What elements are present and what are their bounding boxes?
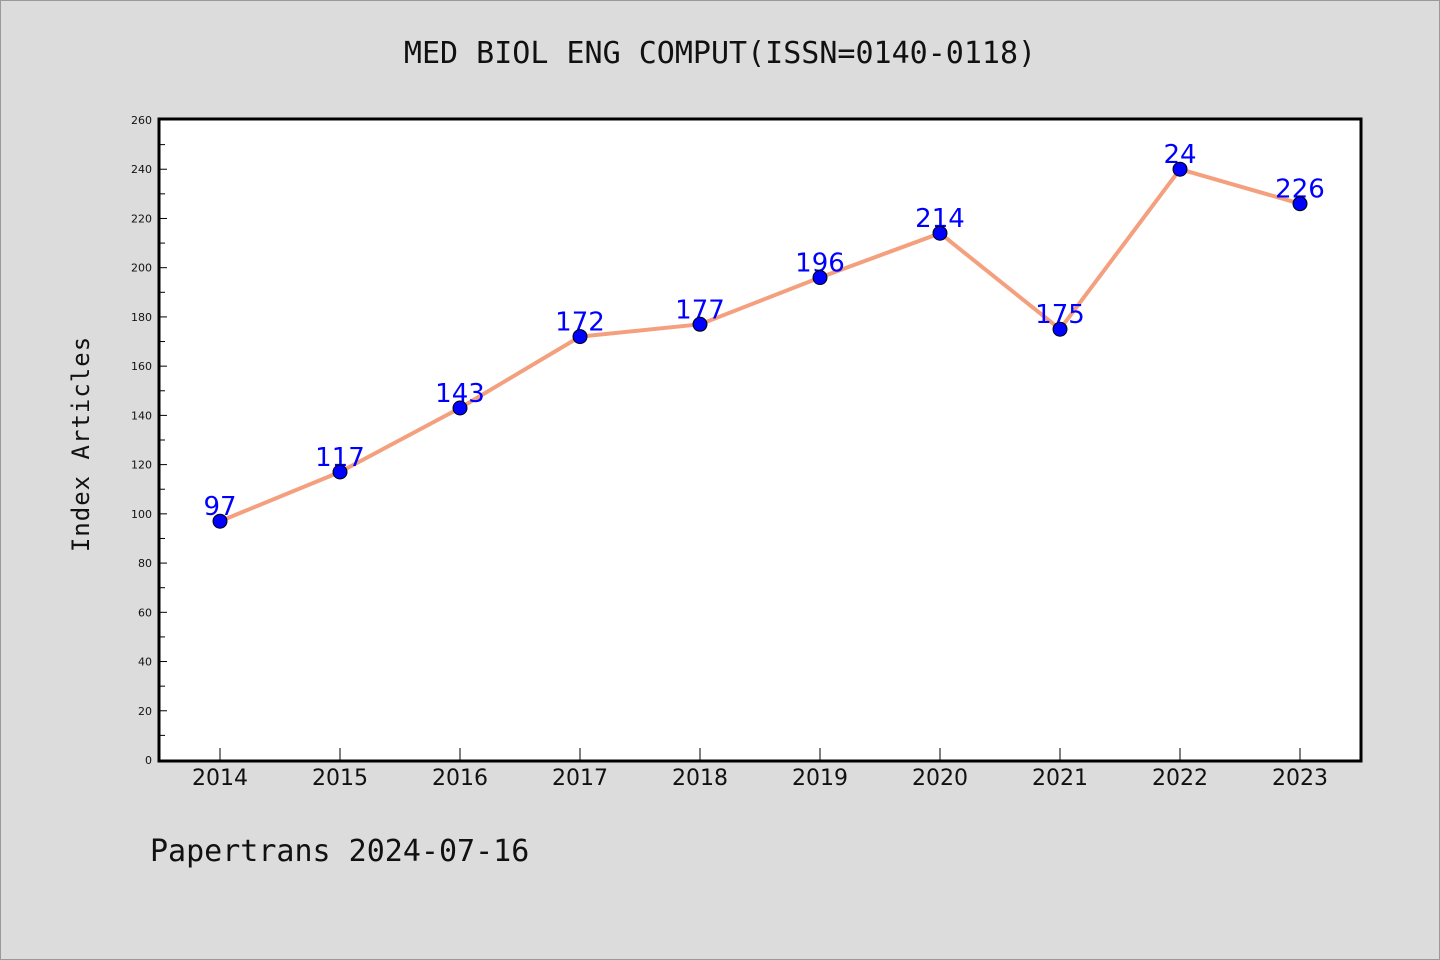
x-tick-label: 2022 — [1152, 766, 1208, 791]
footer-stamp: Papertrans 2024-07-16 — [150, 834, 530, 869]
y-axis: 0 20 40 60 80 100 120 140 160 180 200 220 240 260 — [131, 114, 167, 767]
y-tick-label: 120 — [131, 459, 152, 472]
y-tick-label: 20 — [138, 705, 152, 718]
y-tick-label: 240 — [131, 163, 152, 176]
data-point — [332, 464, 348, 480]
x-tick-label: 2015 — [312, 766, 368, 791]
data-point — [932, 225, 948, 241]
x-tick-label: 2020 — [912, 766, 968, 791]
x-tick-label: 2017 — [552, 766, 608, 791]
series-line — [219, 167, 1301, 524]
y-axis-label: Index Articles — [67, 336, 95, 552]
data-point — [452, 400, 468, 416]
plot-area — [157, 117, 1363, 763]
y-tick-label: 220 — [131, 212, 152, 225]
data-point — [1172, 161, 1188, 177]
y-tick-label: 100 — [131, 508, 152, 521]
y-tick-label: 0 — [145, 754, 152, 767]
y-tick-label: 260 — [131, 114, 152, 127]
data-point — [1052, 321, 1068, 337]
x-tick-label: 2021 — [1032, 766, 1088, 791]
y-tick-label: 200 — [131, 262, 152, 275]
x-tick-label: 2014 — [192, 766, 248, 791]
data-point — [1292, 196, 1308, 212]
x-tick-label: 2023 — [1272, 766, 1328, 791]
x-axis: 2014 2015 2016 2017 2018 2019 2020 2021 2022 2023 — [192, 748, 1328, 791]
data-point — [572, 329, 588, 345]
data-point — [212, 513, 228, 529]
y-tick-label: 140 — [131, 409, 152, 422]
y-tick-label: 60 — [138, 606, 152, 619]
chart-title: MED BIOL ENG COMPUT(ISSN=0140-0118) — [403, 36, 1037, 71]
x-tick-label: 2016 — [432, 766, 488, 791]
y-tick-label: 80 — [138, 557, 152, 570]
data-point — [812, 270, 828, 286]
x-tick-label: 2019 — [792, 766, 848, 791]
y-tick-label: 40 — [138, 656, 152, 669]
y-tick-label: 180 — [131, 311, 152, 324]
data-point — [692, 316, 708, 332]
x-tick-label: 2018 — [672, 766, 728, 791]
y-tick-label: 160 — [131, 360, 152, 373]
